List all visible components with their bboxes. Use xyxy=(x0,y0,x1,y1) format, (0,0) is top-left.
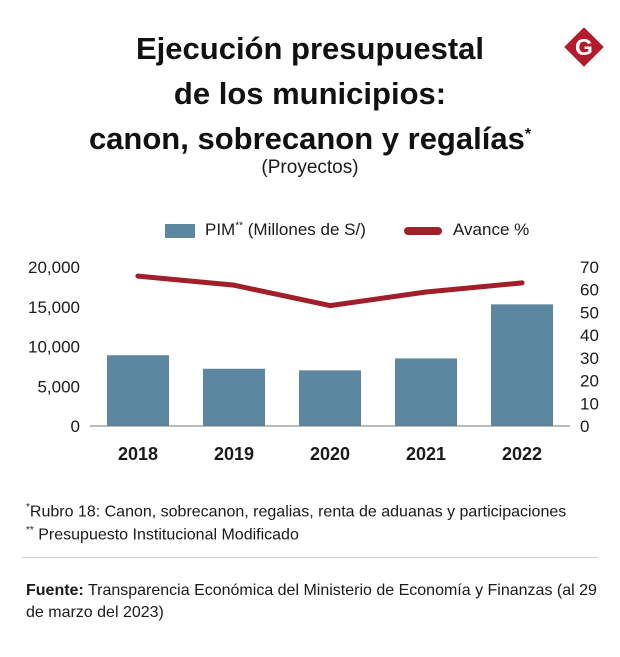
bar-pim xyxy=(491,304,553,426)
footnote-pim: ** Presupuesto Institucional Modificado xyxy=(26,525,299,544)
point-avance xyxy=(231,282,237,288)
bar-pim xyxy=(299,370,361,426)
footnote-2-mark: ** xyxy=(26,525,34,536)
y-right-tick-label: 70 xyxy=(580,258,599,277)
legend-line-swatch xyxy=(404,227,442,235)
x-tick-label: 2020 xyxy=(310,444,350,464)
legend-bar-label: PIM** (Millones de S/) xyxy=(205,220,366,240)
chart-legend: PIM** (Millones de S/) Avance % xyxy=(0,220,620,242)
x-tick-label: 2021 xyxy=(406,444,446,464)
point-avance xyxy=(327,303,333,309)
title-footnote-mark: * xyxy=(524,126,532,143)
legend-bar-unit: (Millones de S/) xyxy=(243,220,366,239)
chart-subtitle: (Proyectos) xyxy=(261,157,359,178)
title-line-3-text: canon, sobrecanon y regalías xyxy=(88,121,525,156)
point-avance xyxy=(423,289,429,295)
legend-line-label: Avance % xyxy=(453,220,530,239)
y-right-tick-label: 40 xyxy=(580,326,599,345)
x-tick-label: 2019 xyxy=(214,444,254,464)
point-avance xyxy=(519,280,525,286)
source-text: Transparencia Económica del Ministerio d… xyxy=(26,582,597,621)
point-avance xyxy=(135,273,141,279)
legend-bar-name: PIM xyxy=(205,220,236,239)
source-label: Fuente: xyxy=(26,582,84,599)
y-left-tick-label: 5,000 xyxy=(37,377,80,396)
x-tick-label: 2022 xyxy=(502,444,542,464)
title-line-3: canon, sobrecanon y regalías* xyxy=(0,116,620,161)
title-line-2: de los municipios: xyxy=(173,76,447,111)
gestion-logo-icon: G xyxy=(564,27,604,67)
logo-letter: G xyxy=(575,34,593,60)
divider xyxy=(22,557,598,558)
line-avance xyxy=(135,273,525,309)
legend-bar-mark: ** xyxy=(235,220,244,232)
y-left-tick-label: 10,000 xyxy=(28,338,80,357)
y-left-tick-label: 15,000 xyxy=(28,298,80,317)
y-left-tick-label: 0 xyxy=(71,417,80,436)
x-tick-label: 2018 xyxy=(118,444,158,464)
y-right-tick-label: 30 xyxy=(580,349,599,368)
legend-bar-swatch xyxy=(165,224,195,238)
chart-title: Ejecución presupuestal de los municipios… xyxy=(0,26,620,161)
y-right-tick-label: 10 xyxy=(580,394,599,413)
bar-pim xyxy=(203,368,265,426)
title-line-1: Ejecución presupuestal xyxy=(136,31,484,66)
bar-pim xyxy=(395,358,457,426)
y-left-tick-label: 20,000 xyxy=(28,258,80,277)
y-right-tick-label: 0 xyxy=(580,417,589,436)
footnote-2-text: Presupuesto Institucional Modificado xyxy=(33,526,299,544)
bar-pim xyxy=(107,355,169,426)
chart-area: 0 5,000 10,000 15,000 20,000 0 10 20 30 40 50 60 70 2… xyxy=(28,258,599,464)
footnote-1-mark: * xyxy=(26,502,30,513)
y-right-tick-label: 60 xyxy=(580,281,599,300)
y-right-tick-label: 20 xyxy=(580,372,599,391)
source-note: Fuente: Transparencia Económica del Mini… xyxy=(26,580,611,624)
y-right-tick-label: 50 xyxy=(580,303,599,322)
footnote-1-text: Rubro 18: Canon, sobrecanon, regalias, r… xyxy=(29,503,567,521)
footnote-rubro: *Rubro 18: Canon, sobrecanon, regalias, … xyxy=(26,502,566,521)
